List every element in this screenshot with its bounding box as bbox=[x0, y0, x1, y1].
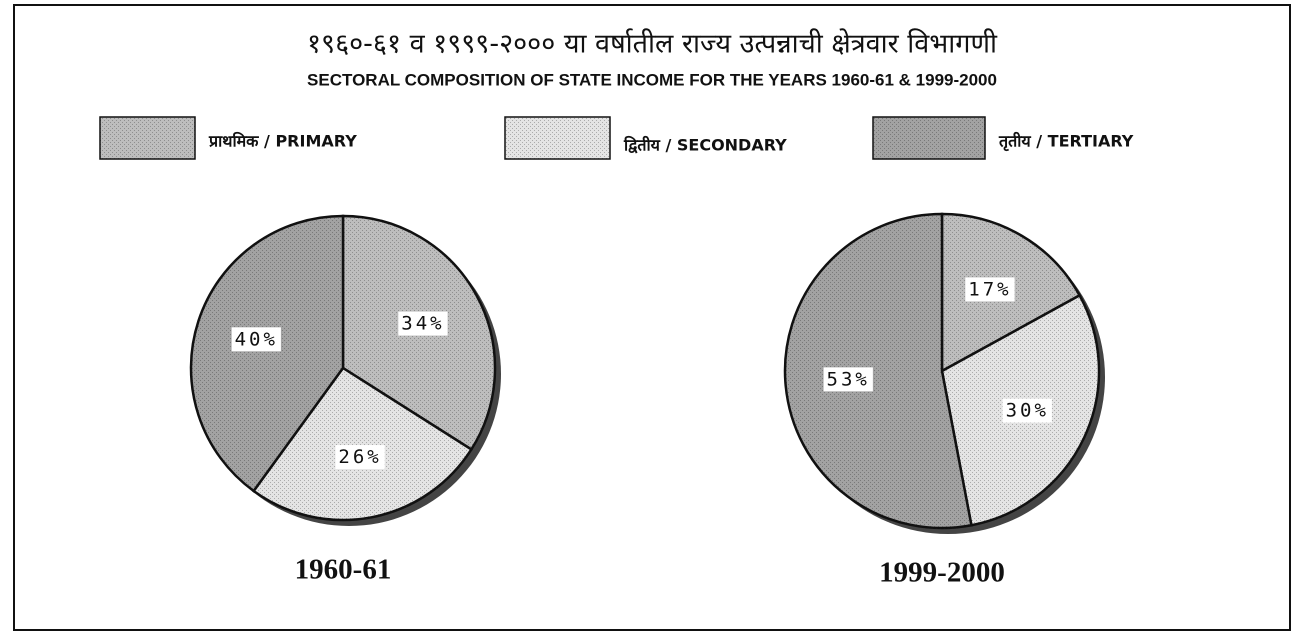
legend-swatch-texture bbox=[873, 117, 985, 159]
legend-label: द्वितीय / SECONDARY bbox=[623, 136, 787, 155]
data-label: 53% bbox=[827, 368, 870, 390]
chart-subtitle: SECTORAL COMPOSITION OF STATE INCOME FOR… bbox=[307, 70, 997, 89]
data-label: 34% bbox=[401, 313, 444, 335]
data-label-box bbox=[965, 277, 1015, 302]
pie-slice-texture bbox=[253, 368, 472, 520]
pie-slice-texture bbox=[785, 214, 972, 528]
data-label: 30% bbox=[1006, 400, 1049, 422]
data-label: 40% bbox=[235, 328, 278, 350]
data-label-box bbox=[1002, 398, 1052, 423]
data-label: 17% bbox=[968, 278, 1011, 300]
chart-title: १९६०-६१ व १९९९-२००० या वर्षातील राज्य उत… bbox=[307, 28, 998, 60]
data-label-box bbox=[398, 311, 448, 336]
data-label-box bbox=[823, 367, 873, 392]
legend-swatch-texture bbox=[100, 117, 195, 159]
legend-label: तृतीय / TERTIARY bbox=[998, 132, 1134, 152]
legend-swatch-texture bbox=[505, 117, 610, 159]
data-label-box bbox=[335, 445, 385, 470]
pie-title: 1999-2000 bbox=[879, 557, 1005, 589]
data-label-box bbox=[231, 327, 281, 352]
legend-label: प्राथमिक / PRIMARY bbox=[208, 132, 357, 151]
pie-slice-texture bbox=[191, 216, 343, 491]
pie-title: 1960-61 bbox=[295, 554, 392, 586]
data-label: 26% bbox=[338, 446, 381, 468]
